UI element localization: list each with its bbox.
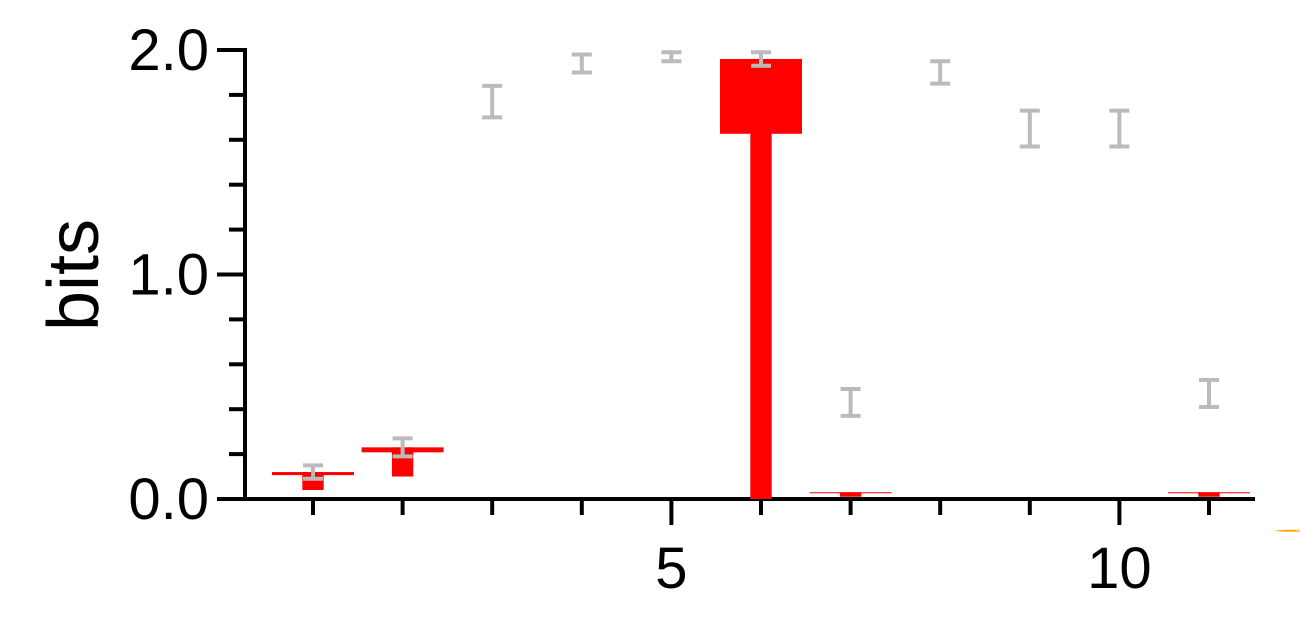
error-bar	[1109, 111, 1129, 147]
stack-position-2: CGA	[362, 447, 1300, 583]
y-tick-labels: 0.0 1.0 2.0	[128, 18, 209, 532]
stack-position-11: AGC	[1168, 492, 1300, 617]
stack-position-6	[720, 59, 802, 499]
error-bar	[930, 61, 950, 83]
stack-position-1: CAG	[272, 472, 1300, 533]
logo-letter-G: G	[1271, 528, 1300, 533]
error-bar	[1020, 111, 1040, 147]
logo-letter-T	[810, 492, 892, 496]
x-tick-label: 5	[655, 536, 687, 601]
letter-stacks: CAGCGACGCCAGCAACGACGAGC	[272, 59, 1300, 617]
error-bar	[661, 52, 681, 61]
x-tick-labels: 5 10	[655, 536, 1151, 601]
logo-letter-T	[720, 59, 802, 499]
x-tick-label: 10	[1087, 536, 1152, 601]
logo-letter-T	[1168, 492, 1250, 496]
stack-position-7: AGC	[810, 492, 1300, 617]
error-bar	[482, 86, 502, 117]
error-bar	[841, 389, 861, 416]
y-tick-label: 2.0	[128, 18, 209, 83]
error-bar	[572, 54, 592, 72]
y-tick-label: 0.0	[128, 467, 209, 532]
error-bar	[1199, 380, 1219, 407]
y-axis-label: bits	[34, 219, 114, 331]
y-tick-label: 1.0	[128, 243, 209, 308]
